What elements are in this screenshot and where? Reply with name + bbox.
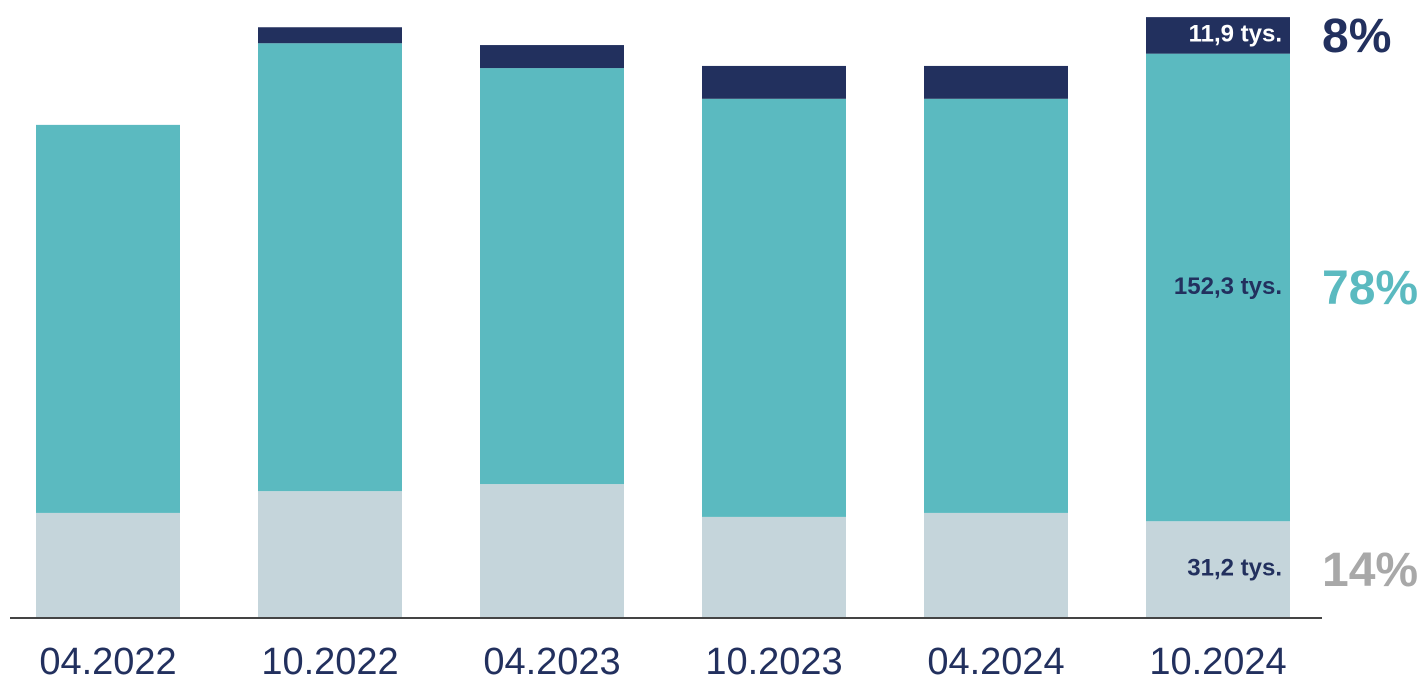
bar-segment — [258, 43, 402, 492]
bar-segment — [924, 65, 1068, 99]
bar-segment — [480, 45, 624, 69]
bar-segment — [702, 516, 846, 617]
bar-segment — [702, 65, 846, 99]
x-tick-label: 10.2023 — [705, 641, 842, 681]
share-label: 8% — [1322, 10, 1391, 63]
bar-segment — [258, 27, 402, 44]
x-tick-label: 10.2022 — [261, 641, 398, 681]
bar-segment — [1146, 17, 1290, 54]
value-label: 31,2 tys. — [1187, 554, 1282, 581]
x-tick-label: 10.2024 — [1149, 641, 1286, 681]
bar-segment — [36, 124, 180, 513]
bar-segment — [702, 98, 846, 517]
share-label: 14% — [1322, 544, 1418, 597]
value-label: 11,9 tys. — [1189, 21, 1282, 48]
bar-segment — [924, 98, 1068, 513]
share-label: 78% — [1322, 262, 1418, 315]
x-tick-label: 04.2023 — [483, 641, 620, 681]
bar-segment — [924, 512, 1068, 617]
x-tick-label: 04.2024 — [927, 641, 1064, 681]
bar-segment — [1146, 521, 1290, 617]
bar-segment — [36, 512, 180, 617]
bar-segment — [480, 484, 624, 617]
value-label: 152,3 tys. — [1174, 273, 1282, 300]
bar-segment — [1146, 53, 1290, 522]
x-tick-label: 04.2022 — [39, 641, 176, 681]
bar-segment — [258, 491, 402, 617]
bar-segment — [480, 68, 624, 485]
